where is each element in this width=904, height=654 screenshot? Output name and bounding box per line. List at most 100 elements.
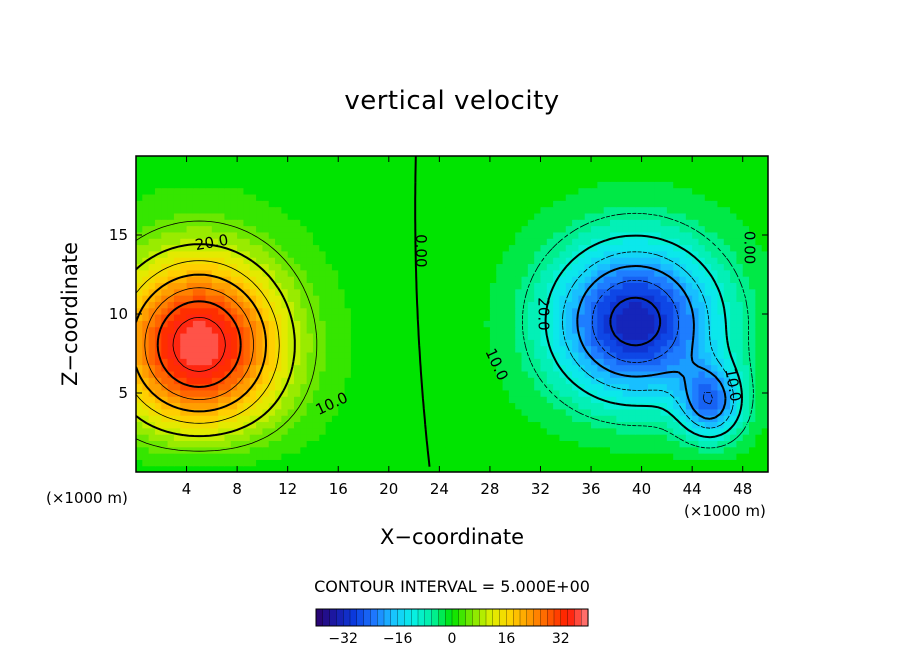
field-cell [628, 440, 636, 448]
field-cell [666, 244, 674, 252]
field-cell [445, 320, 453, 328]
field-cell [382, 307, 390, 315]
field-cell [553, 314, 561, 321]
field-cell [306, 345, 314, 353]
field-cell [205, 402, 213, 410]
field-cell [654, 193, 662, 201]
field-cell [723, 181, 731, 189]
field-cell [540, 402, 548, 410]
field-cell [534, 377, 542, 385]
field-cell [186, 314, 194, 321]
field-cell [218, 389, 226, 397]
field-cell [502, 212, 510, 220]
field-cell [559, 364, 567, 372]
field-cell [749, 453, 756, 460]
field-cell [584, 212, 592, 220]
field-cell [616, 193, 624, 201]
field-cell [439, 465, 447, 472]
field-cell [363, 370, 371, 378]
field-cell [325, 225, 333, 233]
field-cell [660, 200, 668, 208]
field-cell [679, 231, 687, 239]
field-cell [426, 212, 434, 220]
field-cell [161, 358, 169, 366]
field-cell [350, 351, 358, 359]
field-cell [660, 225, 668, 233]
field-cell [319, 219, 327, 227]
field-cell [679, 358, 687, 366]
field-cell [641, 156, 649, 163]
field-cell [325, 332, 333, 340]
field-cell [148, 174, 156, 182]
field-cell [300, 351, 308, 359]
field-cell [749, 345, 756, 353]
field-cell [496, 408, 504, 416]
field-cell [647, 288, 655, 296]
field-cell [654, 263, 662, 271]
field-cell [173, 250, 181, 258]
field-cell [186, 459, 194, 467]
field-cell [256, 200, 263, 208]
field-cell [527, 351, 535, 359]
field-cell [287, 358, 295, 366]
field-cell [262, 364, 270, 372]
field-cell [565, 465, 573, 472]
field-cell [420, 206, 428, 214]
field-cell [508, 351, 516, 359]
field-cell [546, 168, 554, 176]
field-cell [173, 370, 181, 378]
field-cell [572, 446, 579, 454]
field-cell [730, 238, 737, 246]
field-cell [616, 295, 624, 302]
field-cell [136, 396, 143, 404]
field-cell [325, 263, 333, 271]
field-cell [199, 225, 207, 233]
field-cell [673, 225, 681, 233]
field-cell [161, 370, 169, 378]
field-cell [742, 301, 750, 309]
field-cell [350, 383, 358, 391]
field-cell [749, 276, 756, 283]
field-cell [338, 421, 346, 429]
field-cell [736, 351, 744, 359]
field-cell [711, 263, 719, 271]
field-cell [641, 364, 649, 372]
field-cell [749, 459, 756, 467]
field-cell [647, 307, 655, 315]
field-cell [711, 231, 719, 239]
field-cell [704, 377, 712, 385]
field-cell [388, 231, 396, 239]
field-cell [331, 257, 339, 265]
field-cell [717, 174, 725, 182]
field-cell [312, 263, 320, 271]
field-cell [534, 345, 542, 353]
field-cell [154, 269, 162, 277]
field-cell [597, 156, 605, 163]
field-cell [610, 187, 617, 195]
field-cell [211, 219, 219, 227]
field-cell [249, 446, 257, 454]
field-cell [483, 174, 491, 182]
field-cell [331, 269, 339, 277]
field-cell [452, 276, 459, 283]
field-cell [635, 200, 643, 208]
field-cell [546, 162, 554, 170]
field-cell [559, 408, 567, 416]
field-cell [388, 212, 396, 220]
field-cell [666, 219, 674, 227]
field-cell [136, 206, 143, 214]
field-cell [445, 396, 453, 404]
field-cell [414, 206, 421, 214]
field-cell [477, 156, 485, 163]
field-cell [755, 377, 763, 385]
field-cell [717, 307, 725, 315]
field-cell [148, 238, 156, 246]
field-cell [294, 440, 301, 448]
field-cell [180, 212, 188, 220]
field-cell [186, 377, 194, 385]
field-cell [338, 351, 346, 359]
field-cell [647, 206, 655, 214]
field-cell [470, 263, 478, 271]
field-cell [464, 370, 472, 378]
field-cell [230, 174, 238, 182]
